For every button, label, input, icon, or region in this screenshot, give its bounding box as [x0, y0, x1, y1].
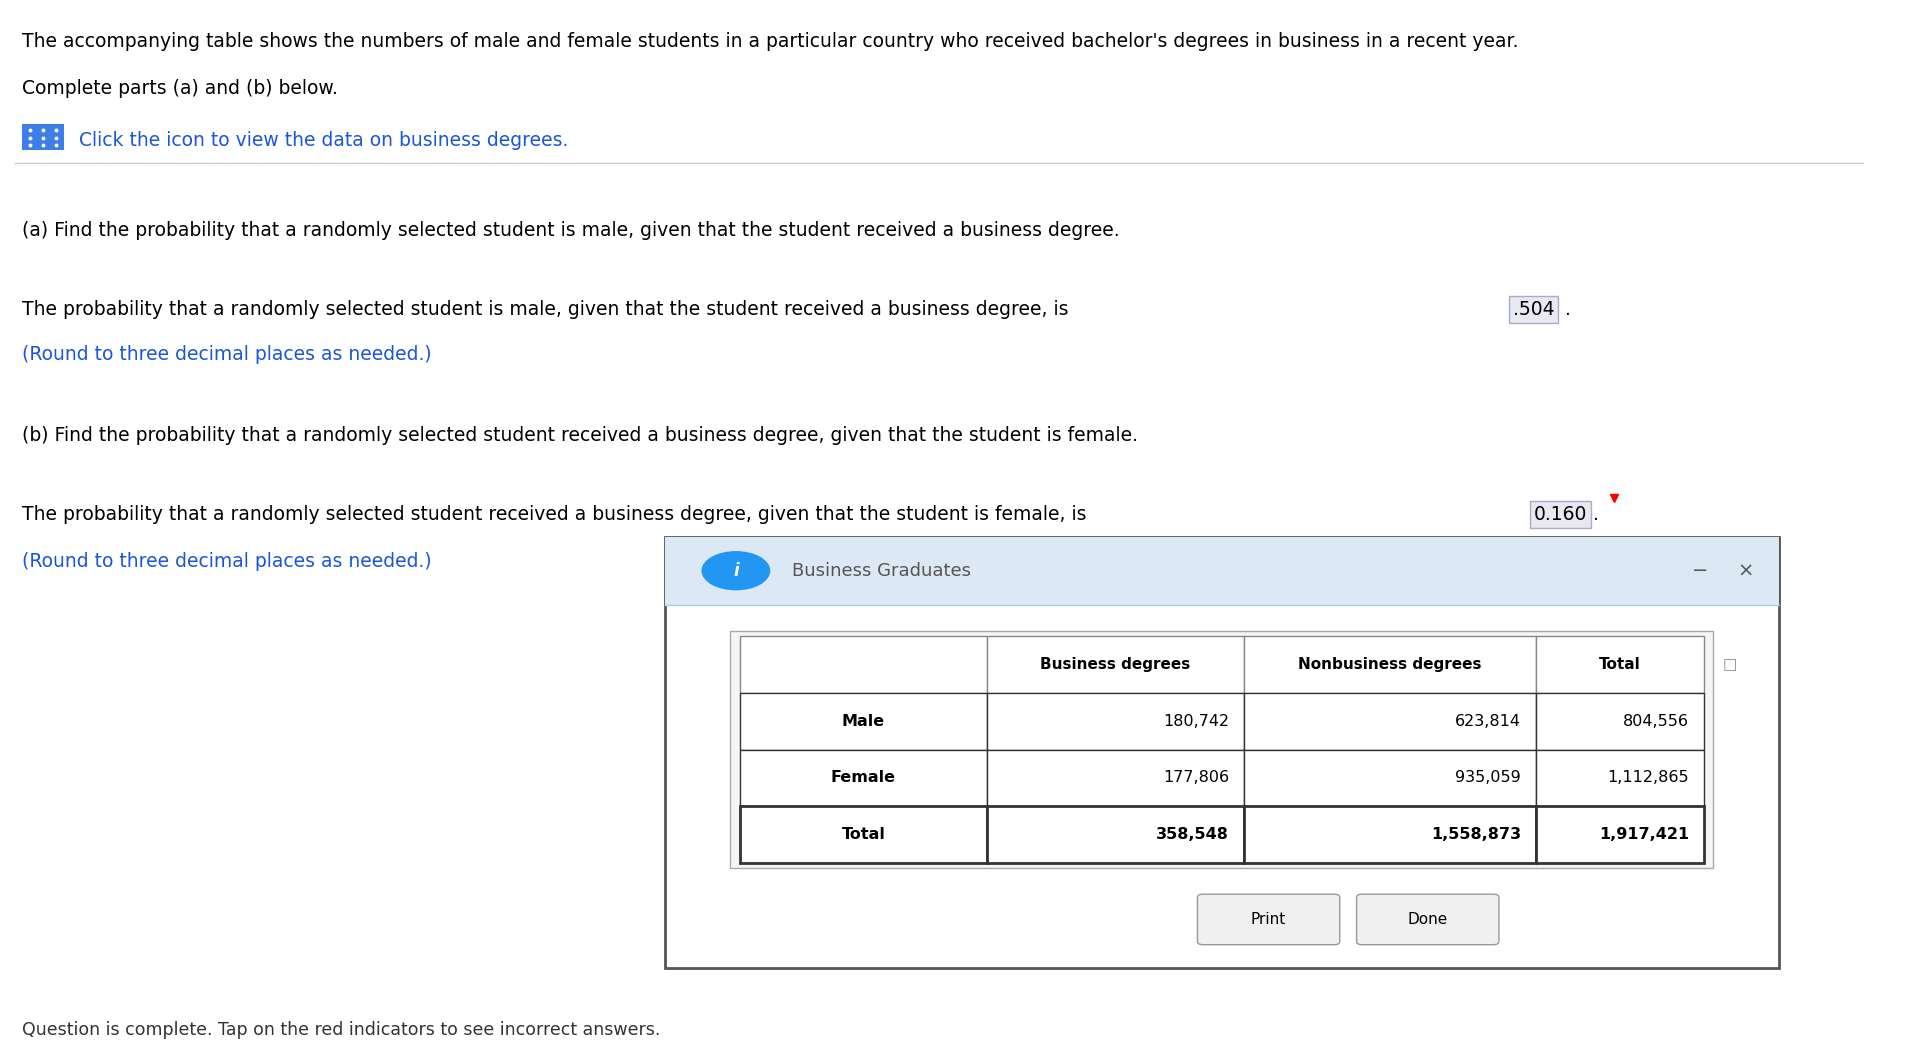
- Text: −: −: [1692, 561, 1707, 581]
- Text: 935,059: 935,059: [1455, 770, 1520, 786]
- Text: Total: Total: [841, 827, 885, 842]
- Text: The probability that a randomly selected student received a business degree, giv: The probability that a randomly selected…: [23, 505, 1087, 524]
- Text: 358,548: 358,548: [1156, 827, 1228, 842]
- Text: Business Graduates: Business Graduates: [791, 562, 971, 580]
- Text: 1,917,421: 1,917,421: [1598, 827, 1688, 842]
- Text: (b) Find the probability that a randomly selected student received a business de: (b) Find the probability that a randomly…: [23, 426, 1138, 445]
- FancyBboxPatch shape: [740, 636, 986, 693]
- Text: 804,556: 804,556: [1623, 713, 1688, 729]
- Text: Done: Done: [1407, 912, 1447, 927]
- Text: 623,814: 623,814: [1455, 713, 1520, 729]
- FancyBboxPatch shape: [1535, 636, 1703, 693]
- FancyBboxPatch shape: [1243, 693, 1535, 749]
- Circle shape: [702, 551, 769, 589]
- FancyBboxPatch shape: [664, 537, 1777, 968]
- FancyBboxPatch shape: [1198, 894, 1339, 945]
- Text: Question is complete. Tap on the red indicators to see incorrect answers.: Question is complete. Tap on the red ind…: [23, 1021, 660, 1039]
- FancyBboxPatch shape: [1535, 749, 1703, 806]
- Text: Female: Female: [831, 770, 896, 786]
- Text: Nonbusiness degrees: Nonbusiness degrees: [1297, 658, 1482, 672]
- Text: 180,742: 180,742: [1161, 713, 1228, 729]
- Text: ×: ×: [1735, 561, 1753, 581]
- Text: The probability that a randomly selected student is male, given that the student: The probability that a randomly selected…: [23, 300, 1068, 319]
- Text: 1,558,873: 1,558,873: [1430, 827, 1520, 842]
- FancyBboxPatch shape: [664, 537, 1777, 605]
- FancyBboxPatch shape: [1535, 693, 1703, 749]
- Text: (Round to three decimal places as needed.): (Round to three decimal places as needed…: [23, 345, 431, 364]
- FancyBboxPatch shape: [1243, 636, 1535, 693]
- FancyBboxPatch shape: [1243, 806, 1535, 863]
- Text: Total: Total: [1598, 658, 1640, 672]
- FancyBboxPatch shape: [1243, 749, 1535, 806]
- Text: Complete parts (a) and (b) below.: Complete parts (a) and (b) below.: [23, 79, 338, 98]
- Text: 1,112,865: 1,112,865: [1606, 770, 1688, 786]
- Text: .: .: [1564, 300, 1571, 319]
- Text: 0.160: 0.160: [1533, 505, 1587, 524]
- Text: Print: Print: [1251, 912, 1285, 927]
- Text: (Round to three decimal places as needed.): (Round to three decimal places as needed…: [23, 552, 431, 571]
- FancyBboxPatch shape: [23, 124, 63, 150]
- FancyBboxPatch shape: [986, 806, 1243, 863]
- FancyBboxPatch shape: [1535, 806, 1703, 863]
- Text: Click the icon to view the data on business degrees.: Click the icon to view the data on busin…: [78, 132, 568, 150]
- Text: Male: Male: [841, 713, 885, 729]
- FancyBboxPatch shape: [730, 631, 1712, 868]
- Text: 177,806: 177,806: [1161, 770, 1228, 786]
- FancyBboxPatch shape: [986, 749, 1243, 806]
- Text: .504: .504: [1512, 300, 1554, 319]
- Text: □: □: [1722, 658, 1737, 672]
- FancyBboxPatch shape: [740, 749, 986, 806]
- Text: (a) Find the probability that a randomly selected student is male, given that th: (a) Find the probability that a randomly…: [23, 221, 1119, 240]
- FancyBboxPatch shape: [1356, 894, 1499, 945]
- FancyBboxPatch shape: [740, 693, 986, 749]
- FancyBboxPatch shape: [986, 636, 1243, 693]
- FancyBboxPatch shape: [740, 806, 986, 863]
- FancyBboxPatch shape: [986, 693, 1243, 749]
- FancyBboxPatch shape: [740, 636, 1703, 863]
- Text: i: i: [732, 562, 738, 580]
- Text: .: .: [1592, 505, 1598, 524]
- Text: The accompanying table shows the numbers of male and female students in a partic: The accompanying table shows the numbers…: [23, 32, 1518, 50]
- Text: Business degrees: Business degrees: [1039, 658, 1190, 672]
